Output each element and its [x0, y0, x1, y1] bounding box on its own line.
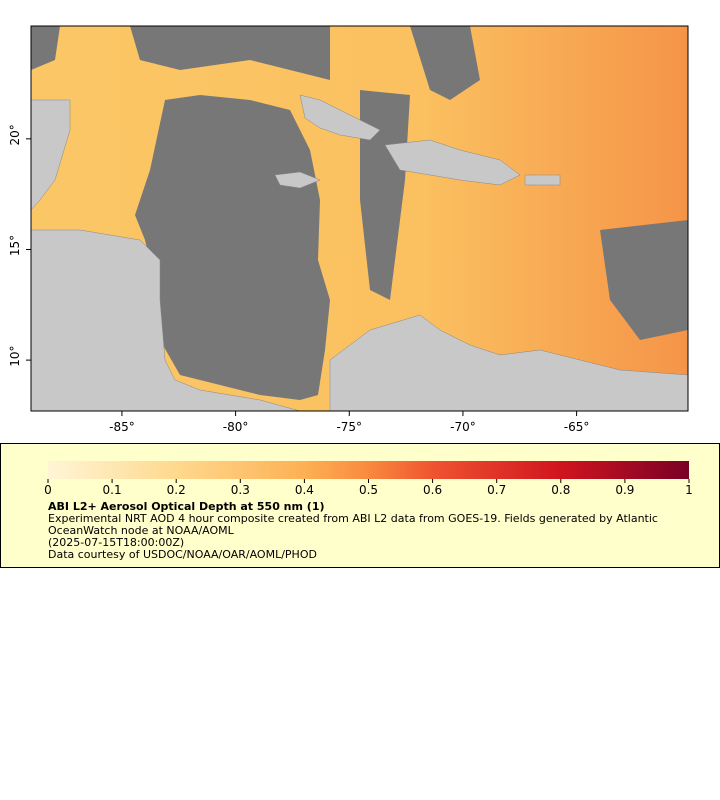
x-tick-label: -75°: [336, 420, 362, 434]
map: -85° -80° -75° -70° -65° 10° 15° 20°: [8, 25, 689, 434]
legend-time: (2025-07-15T18:00:00Z): [48, 536, 185, 549]
x-tick-label: -80°: [223, 420, 249, 434]
legend-title: ABI L2+ Aerosol Optical Depth at 550 nm …: [48, 500, 325, 513]
y-tick-label: 10°: [8, 345, 22, 366]
colorbar-tick-label: 0: [44, 483, 52, 494]
colorbar-tick-label: 0.9: [615, 483, 634, 494]
map-frame: [30, 25, 689, 412]
colorbar-scale: [48, 461, 689, 479]
colorbar-tick-label: 0.6: [423, 483, 442, 494]
colorbar: 0 0.1 0.2 0.3 0.4 0.5 0.6 0.7 0.8 0.9 1: [44, 461, 693, 494]
legend-description: Experimental NRT AOD 4 hour composite cr…: [48, 512, 658, 537]
colorbar-tick-label: 1: [685, 483, 693, 494]
x-tick-label: -85°: [109, 420, 135, 434]
y-tick-label: 15°: [8, 235, 22, 256]
colorbar-tick-label: 0.8: [551, 483, 570, 494]
legend-credit: Data courtesy of USDOC/NOAA/OAR/AOML/PHO…: [48, 548, 317, 561]
y-tick-label: 20°: [8, 124, 22, 145]
no-data: [31, 26, 688, 400]
colorbar-tick-label: 0.7: [487, 483, 506, 494]
colorbar-tick-label: 0.1: [103, 483, 122, 494]
x-tick-label: -70°: [450, 420, 476, 434]
legend: 0 0.1 0.2 0.3 0.4 0.5 0.6 0.7 0.8 0.9 1 ABI L2+ Ae…: [0, 443, 720, 568]
x-tick-label: -65°: [564, 420, 590, 434]
colorbar-tick-label: 0.3: [231, 483, 250, 494]
colorbar-tick-label: 0.5: [359, 483, 378, 494]
land: [30, 94, 689, 412]
colorbar-tick-label: 0.4: [295, 483, 314, 494]
colorbar-tick-label: 0.2: [167, 483, 186, 494]
